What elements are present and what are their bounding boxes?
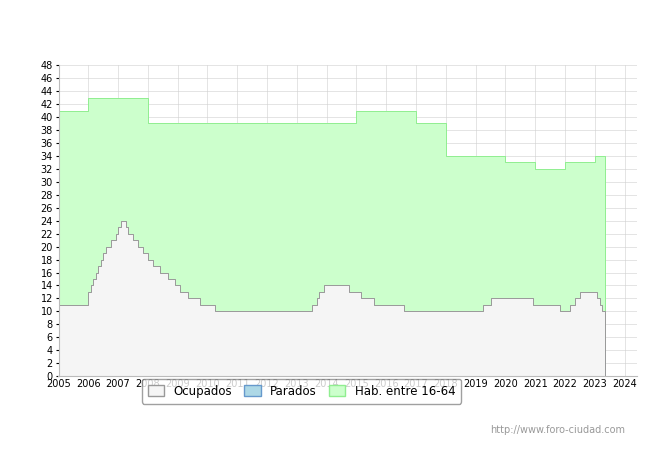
Text: http://www.foro-ciudad.com: http://www.foro-ciudad.com [491,424,625,435]
Legend: Ocupados, Parados, Hab. entre 16-64: Ocupados, Parados, Hab. entre 16-64 [142,379,461,404]
Text: Abia de la Obispalía - Evolucion de la poblacion en edad de Trabajar Mayo de 202: Abia de la Obispalía - Evolucion de la p… [83,31,613,44]
